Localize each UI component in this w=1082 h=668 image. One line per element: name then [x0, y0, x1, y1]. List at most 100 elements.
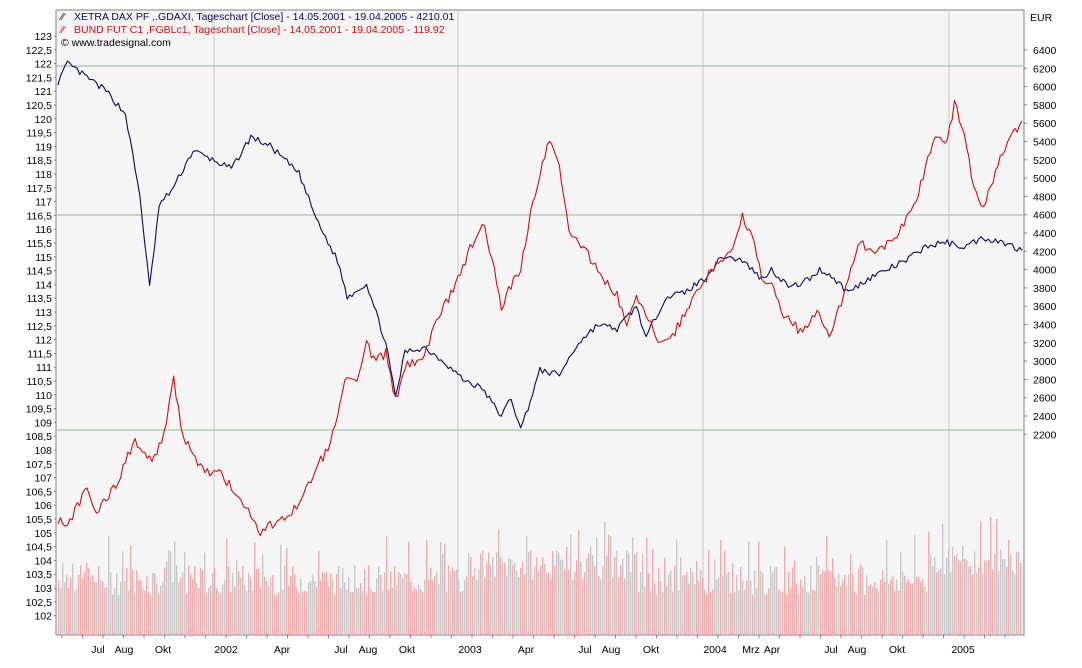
x-axis-tick-label: Okt [155, 644, 171, 656]
volume-bar [756, 587, 758, 635]
volume-bar [206, 592, 208, 635]
volume-bar [690, 567, 692, 635]
volume-bar [724, 550, 726, 635]
volume-bar [720, 540, 722, 635]
volume-bar [732, 563, 734, 635]
copyright: © www.tradesignal.com [61, 37, 171, 49]
volume-bar [416, 589, 418, 635]
volume-bar [602, 565, 604, 635]
volume-bar [860, 564, 862, 635]
volume-bar [864, 594, 866, 635]
volume-bar [540, 565, 542, 635]
volume-bar [222, 584, 224, 635]
volume-bar [496, 552, 498, 635]
right-axis-tick-label: 5800 [1033, 100, 1057, 112]
volume-bar [86, 562, 88, 635]
volume-bar [672, 591, 674, 635]
left-axis-tick-label: 113 [35, 307, 52, 319]
left-axis-tick-label: 117 [35, 197, 52, 209]
volume-bar [628, 552, 630, 635]
right-axis-tick-label: 5000 [1033, 173, 1057, 185]
volume-bar [460, 592, 462, 635]
volume-bar [430, 567, 432, 635]
volume-bar [156, 584, 158, 635]
volume-bar [850, 554, 852, 635]
volume-bar [916, 577, 918, 635]
volume-bar [1018, 552, 1020, 635]
left-axis-tick-label: 105 [34, 528, 52, 540]
volume-bar [96, 582, 98, 635]
volume-bar [504, 562, 506, 635]
volume-bar [298, 593, 300, 635]
volume-bar [948, 550, 950, 635]
volume-bar [956, 554, 958, 635]
volume-bar [192, 579, 194, 635]
volume-bar [492, 557, 494, 635]
volume-bar [990, 516, 992, 635]
volume-bar [258, 568, 260, 635]
volume-bar [288, 585, 290, 635]
volume-bar [590, 546, 592, 635]
left-axis-tick-label: 108,5 [26, 431, 52, 443]
left-axis-tick-label: 103 [34, 583, 52, 595]
right-axis-tick-label: 2600 [1033, 393, 1057, 405]
volume-bar [232, 573, 234, 635]
volume-bar [372, 591, 374, 635]
volume-bar [200, 567, 202, 635]
volume-bar [434, 575, 436, 635]
volume-bar [476, 579, 478, 635]
volume-bar [260, 587, 262, 635]
left-axis-tick-label: 120,5 [26, 100, 52, 112]
volume-bar [284, 565, 286, 635]
volume-bar [670, 570, 672, 635]
volume-bar [78, 574, 80, 635]
right-axis-tick-label: 4600 [1033, 210, 1057, 222]
volume-bar [494, 577, 496, 635]
volume-bar [866, 575, 868, 635]
right-axis-tick-label: 5200 [1033, 155, 1057, 167]
volume-bar [982, 573, 984, 635]
volume-bar [394, 566, 396, 635]
left-axis-tick-label: 104,5 [26, 542, 52, 554]
volume-bar [256, 569, 258, 635]
volume-bar [266, 581, 268, 635]
right-axis-tick-label: 3800 [1033, 283, 1057, 295]
volume-bar [330, 573, 332, 635]
volume-bar [148, 591, 150, 635]
volume-bar [778, 589, 780, 635]
volume-bar [896, 579, 898, 635]
volume-bar [362, 590, 364, 635]
volume-bar [1010, 555, 1012, 635]
volume-bar [64, 582, 66, 635]
volume-bar [366, 594, 368, 635]
volume-bar [252, 590, 254, 635]
left-axis-tick-label: 118,5 [27, 155, 53, 167]
volume-bar [272, 575, 274, 635]
volume-bar [290, 576, 292, 635]
volume-bar [412, 590, 414, 635]
volume-bar [194, 566, 196, 635]
volume-bar [836, 586, 838, 635]
volume-bar [326, 572, 328, 635]
volume-bar [638, 591, 640, 635]
volume-bar [710, 591, 712, 635]
volume-bar [224, 580, 226, 635]
volume-bar [822, 570, 824, 635]
volume-bar [728, 572, 730, 635]
volume-bar [304, 590, 306, 635]
x-axis-tick-label: Okt [399, 644, 415, 656]
volume-bar [914, 535, 916, 635]
volume-bar [904, 575, 906, 635]
volume-bar [976, 573, 978, 635]
volume-bar [436, 571, 438, 635]
volume-bar [888, 584, 890, 635]
volume-bar [688, 583, 690, 635]
legend-dax-icon: ⁄⁄ [58, 11, 67, 23]
volume-bar [810, 565, 812, 635]
volume-bar [508, 558, 510, 635]
volume-bar [164, 567, 166, 635]
left-axis-tick-label: 109,5 [26, 404, 52, 416]
volume-bar [398, 572, 400, 635]
volume-bar [440, 542, 442, 635]
